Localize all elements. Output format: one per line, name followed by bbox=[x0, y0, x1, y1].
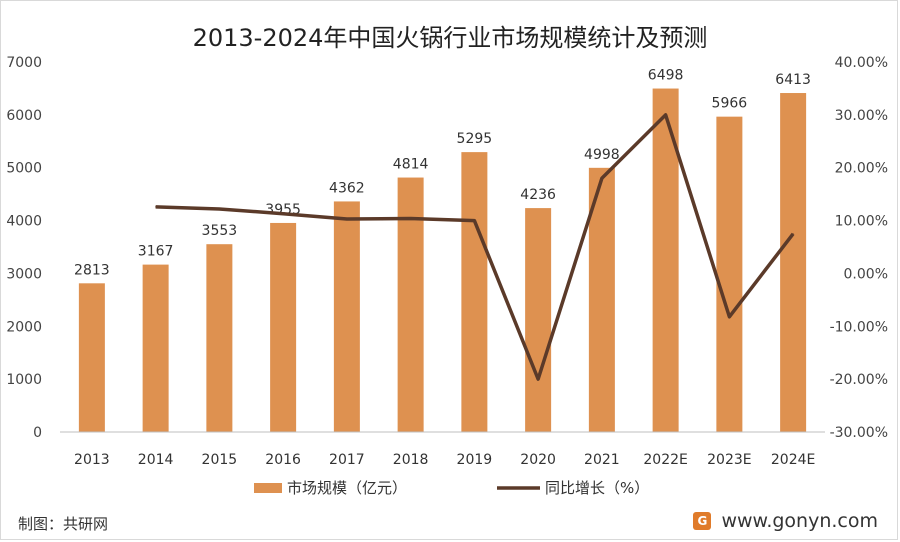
y-left-tick: 4000 bbox=[6, 214, 42, 230]
y-left-tick: 5000 bbox=[6, 161, 42, 177]
legend-bar-swatch bbox=[254, 483, 282, 493]
growth-point-2019 bbox=[473, 220, 475, 222]
bar-2016 bbox=[270, 222, 297, 432]
x-tick-label: 2022E bbox=[643, 452, 687, 468]
bar-value-label: 4998 bbox=[584, 147, 620, 163]
website-credit[interactable]: G www.gonyn.com bbox=[693, 510, 878, 532]
bar-2017 bbox=[333, 201, 360, 432]
x-tick-label: 2020 bbox=[520, 452, 556, 468]
y-right-tick: 0.00% bbox=[844, 266, 888, 282]
y-right-tick: 20.00% bbox=[835, 161, 888, 177]
axes: 0 1000 2000 3000 4000 5000 6000 7000 -30.00% -20.… bbox=[6, 55, 888, 468]
growth-point-2017 bbox=[346, 218, 348, 220]
x-tick-label: 2018 bbox=[393, 452, 429, 468]
site-logo-icon: G bbox=[693, 512, 712, 530]
bar-value-label: 4362 bbox=[329, 180, 365, 196]
bar-value-label: 4236 bbox=[520, 187, 556, 203]
growth-point-2018 bbox=[410, 217, 412, 219]
growth-point-2020 bbox=[537, 378, 539, 380]
bar-2019 bbox=[461, 152, 488, 432]
legend-line-label: 同比增长（%） bbox=[545, 479, 649, 497]
bar-value-label: 5295 bbox=[457, 131, 493, 147]
y-right-tick: -10.00% bbox=[830, 319, 888, 335]
legend-bar-label: 市场规模（亿元） bbox=[287, 479, 407, 497]
y-right-tick: 10.00% bbox=[835, 214, 888, 230]
x-tick-label: 2023E bbox=[707, 452, 751, 468]
growth-point-2022E bbox=[665, 114, 667, 116]
bars bbox=[78, 88, 807, 432]
y-right-tick: -20.00% bbox=[830, 372, 888, 388]
bar-value-label: 6498 bbox=[648, 68, 684, 84]
y-right-tick: 40.00% bbox=[835, 55, 888, 71]
growth-point-2024E bbox=[792, 233, 794, 235]
bar-2023E bbox=[716, 116, 743, 432]
x-tick-label: 2014 bbox=[138, 452, 174, 468]
y-left-tick: 7000 bbox=[6, 55, 42, 71]
bar-2020 bbox=[525, 208, 552, 432]
growth-line bbox=[155, 113, 795, 381]
growth-point-2015 bbox=[218, 208, 220, 210]
x-tick-label: 2016 bbox=[265, 452, 301, 468]
bar-2013 bbox=[78, 283, 105, 432]
bar-value-label: 3553 bbox=[202, 223, 238, 239]
bar-2014 bbox=[142, 264, 169, 432]
bar-labels: 2813316735533955436248145295423649986498… bbox=[74, 68, 811, 279]
x-tick-label: 2019 bbox=[457, 452, 493, 468]
y-left-tick: 2000 bbox=[6, 319, 42, 335]
bar-value-label: 6413 bbox=[775, 72, 811, 88]
x-tick-label: 2013 bbox=[74, 452, 110, 468]
chart-title: 2013-2024年中国火锅行业市场规模统计及预测 bbox=[193, 24, 708, 52]
y-left-tick: 1000 bbox=[6, 372, 42, 388]
growth-point-2021 bbox=[601, 177, 603, 179]
x-tick-label: 2015 bbox=[202, 452, 238, 468]
bar-value-label: 3167 bbox=[138, 244, 174, 260]
bar-2018 bbox=[397, 177, 424, 432]
x-tick-label: 2024E bbox=[771, 452, 815, 468]
growth-point-2016 bbox=[282, 213, 284, 215]
bar-value-label: 2813 bbox=[74, 262, 110, 278]
bar-value-label: 4814 bbox=[393, 157, 429, 173]
website-url[interactable]: www.gonyn.com bbox=[721, 510, 878, 532]
growth-point-2014 bbox=[155, 206, 157, 208]
legend: 市场规模（亿元） 同比增长（%） bbox=[254, 479, 649, 497]
x-tick-label: 2021 bbox=[584, 452, 620, 468]
bar-2024E bbox=[780, 93, 807, 432]
source-credit: 制图：共研网 bbox=[18, 515, 109, 533]
y-left-tick: 6000 bbox=[6, 108, 42, 124]
bar-2021 bbox=[588, 167, 615, 432]
bar-2015 bbox=[206, 244, 233, 432]
y-right-tick: 30.00% bbox=[835, 108, 888, 124]
bar-value-label: 5966 bbox=[712, 96, 748, 112]
x-tick-label: 2017 bbox=[329, 452, 365, 468]
y-left-tick: 0 bbox=[33, 425, 42, 441]
growth-point-2023E bbox=[728, 316, 730, 318]
y-left-tick: 3000 bbox=[6, 266, 42, 282]
y-right-tick: -30.00% bbox=[830, 425, 888, 441]
